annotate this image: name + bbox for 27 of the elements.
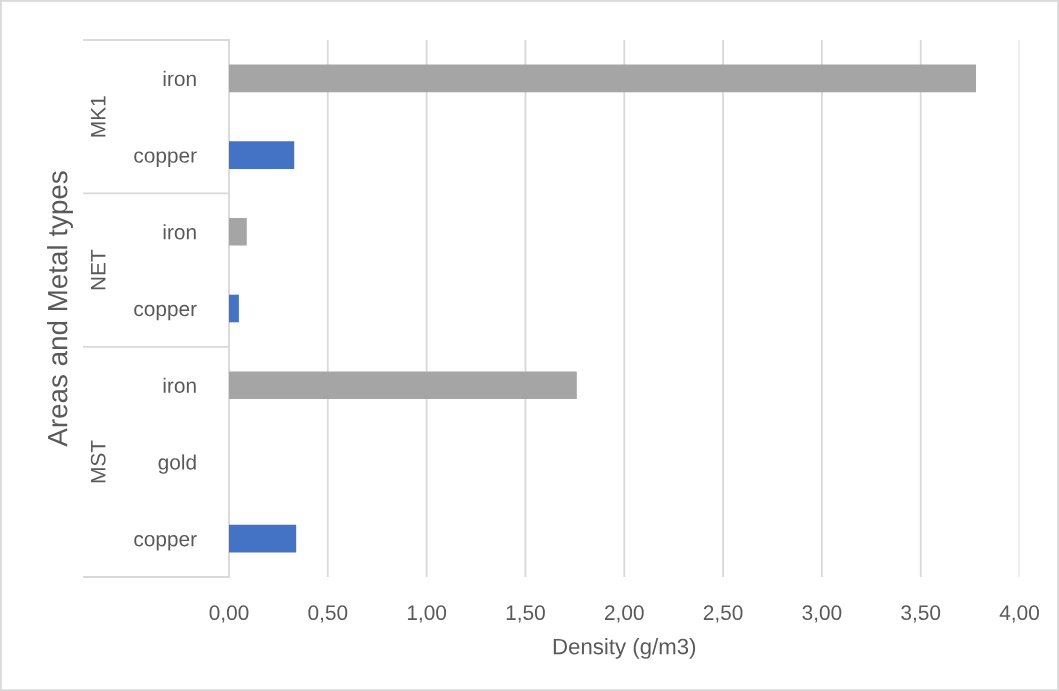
x-tick-label: 0,00 — [209, 605, 249, 623]
x-tick-label: 3,50 — [901, 605, 941, 623]
bar — [229, 294, 239, 323]
y2-tick-label: MST — [90, 440, 106, 483]
bar — [229, 141, 295, 169]
x-tick-label: 1,50 — [506, 605, 545, 623]
bar — [229, 64, 977, 93]
y-axis-title: Areas and Metal types — [47, 171, 73, 447]
x-tick-label: 0,50 — [308, 605, 348, 623]
x-axis-title: Density (g/m3) — [553, 638, 696, 659]
y-tick-label: iron — [163, 224, 196, 240]
x-tick-label: 2,00 — [605, 605, 644, 623]
y2-tick-label: NET — [91, 249, 106, 290]
bar — [229, 217, 247, 246]
bar — [229, 524, 297, 553]
y2-tick-label: MK1 — [91, 96, 106, 137]
x-tick-label: 2,50 — [703, 605, 743, 623]
x-tick-label: 1,00 — [407, 605, 447, 623]
bar — [229, 371, 577, 400]
y-tick-label: gold — [158, 454, 196, 474]
x-tick-label: 3,00 — [802, 605, 842, 623]
y-tick-label: copper — [134, 151, 197, 167]
y-tick-label: copper — [134, 534, 197, 551]
y-tick-label: iron — [163, 377, 196, 393]
y-tick-label: copper — [134, 304, 197, 321]
x-tick-label: 4,00 — [999, 605, 1039, 623]
y-tick-label: iron — [163, 70, 196, 87]
